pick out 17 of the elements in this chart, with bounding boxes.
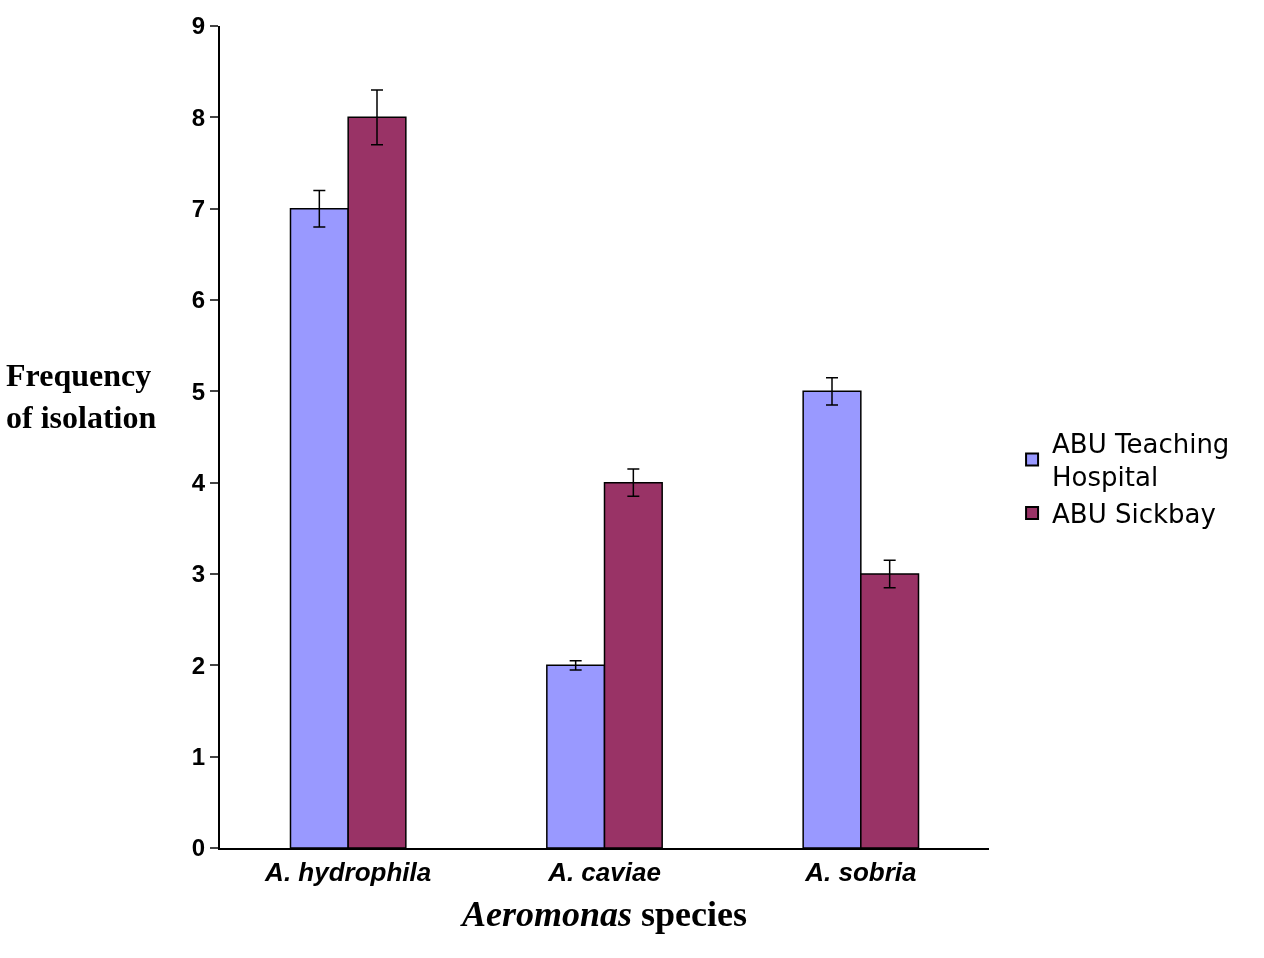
legend-label: ABU Teaching Hospital (1052, 428, 1230, 493)
x-tick-label: A. caviae (547, 857, 661, 888)
x-tick-label: A. sobria (804, 857, 917, 888)
y-tick-label: 7 (191, 195, 206, 223)
x-tick-label: A. hydrophila (264, 857, 432, 888)
y-tick-label: 5 (191, 377, 206, 405)
y-tick-label: 8 (191, 103, 206, 131)
y-tick-label: 4 (191, 469, 206, 497)
y-tick-label: 3 (191, 560, 206, 588)
legend-label: ABU Sickbay (1052, 499, 1216, 530)
y-axis-title: Frequency of isolation (6, 357, 157, 435)
y-tick-label: 6 (191, 286, 206, 314)
y-tick-label: 9 (191, 12, 206, 40)
x-axis-title: Aeromonas species (459, 894, 748, 935)
y-tick-label: 2 (191, 651, 206, 679)
y-tick-label: 1 (191, 743, 206, 771)
y-tick-label: 0 (191, 834, 206, 862)
